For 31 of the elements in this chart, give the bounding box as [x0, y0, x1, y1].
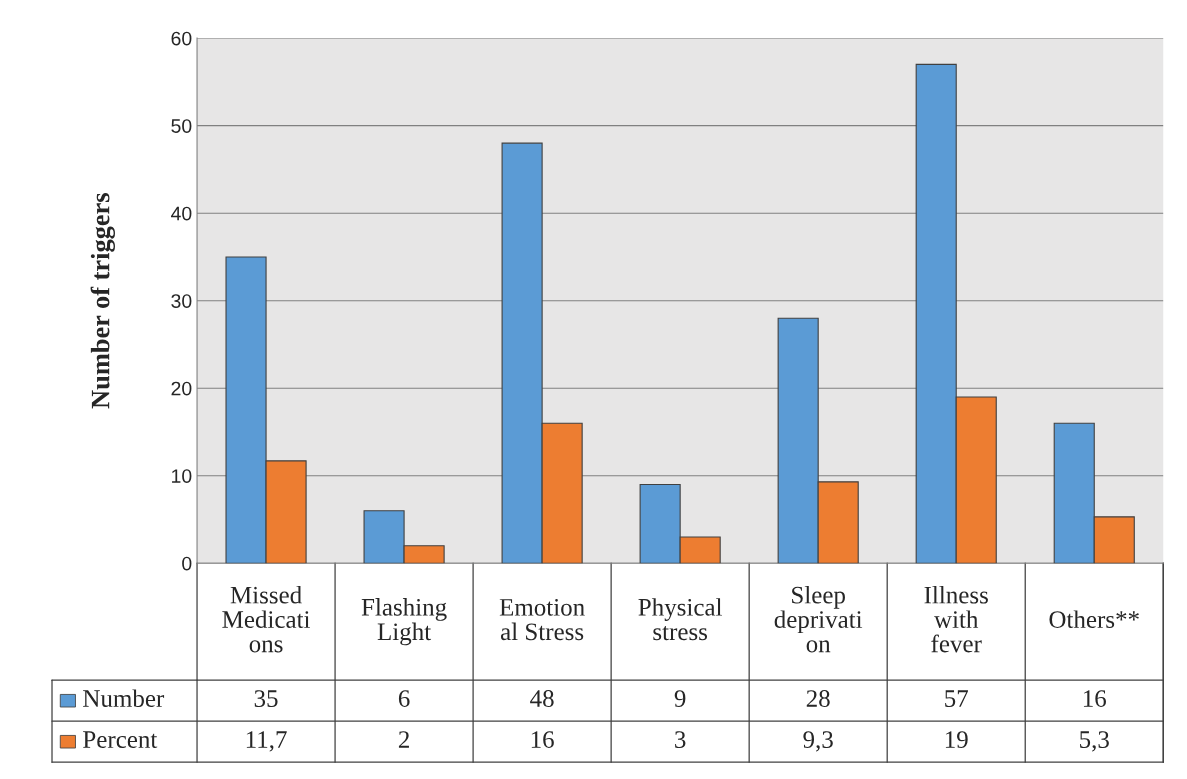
x-tick-label: Emotion al Stress	[499, 598, 585, 641]
data-label: 28	[806, 690, 830, 707]
y-tick-label: 40	[171, 206, 192, 221]
data-label: 9,3	[803, 731, 833, 752]
legend-label: Percent	[83, 731, 158, 748]
data-label: 2	[398, 731, 409, 748]
x-tick-label: Flashing Light	[361, 598, 447, 646]
y-tick-label: 20	[171, 381, 192, 396]
data-label: 57	[945, 690, 968, 707]
x-tick-label: Physical stress	[638, 598, 723, 641]
y-tick-label: 0	[182, 556, 192, 571]
y-tick-label: 60	[171, 31, 192, 46]
y-tick-label: 50	[171, 119, 192, 133]
data-label: 5,3	[1080, 731, 1109, 752]
data-label: 19	[945, 731, 968, 748]
data-label: 11,7	[246, 731, 287, 752]
y-tick-label: 30	[171, 294, 192, 308]
y-axis-title: Number of triggers	[90, 193, 115, 409]
data-label: 9	[674, 690, 686, 707]
y-tick-label: 10	[172, 469, 192, 483]
data-label: 16	[1083, 690, 1106, 707]
data-label: 35	[254, 690, 278, 707]
data-label: 6	[398, 690, 410, 707]
data-label: 16	[531, 731, 554, 748]
x-tick-label: Sleep deprivati on	[774, 585, 863, 653]
x-tick-label: Others**	[1049, 610, 1139, 628]
x-tick-label: Illness with fever	[924, 585, 988, 653]
x-tick-label: Missed Medicati ons	[222, 585, 311, 653]
data-label: 3	[675, 731, 686, 748]
legend-label: Number	[83, 689, 165, 707]
data-label: 48	[530, 690, 554, 707]
